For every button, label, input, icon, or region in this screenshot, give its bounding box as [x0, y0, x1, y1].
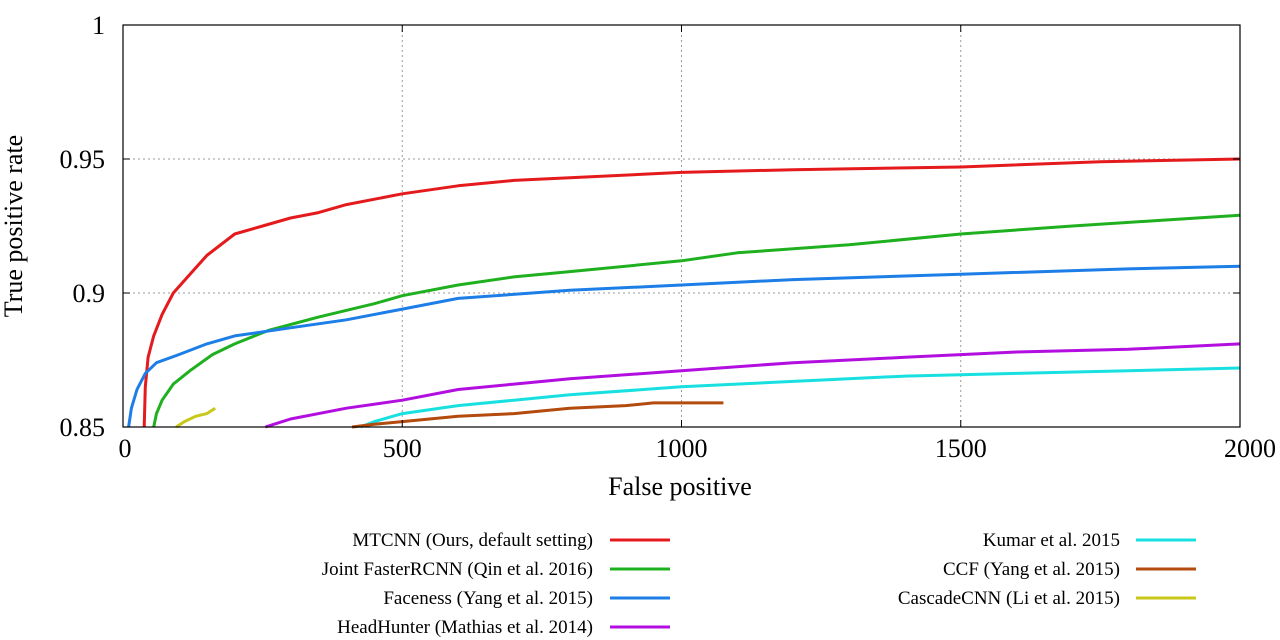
- axis-ticks: 0 500 1000 1500 2000 0.85 0.9 0.95 1: [60, 11, 1277, 463]
- series-line: [152, 213, 1241, 428]
- legend-entry-label: Faceness (Yang et al. 2015): [383, 588, 593, 609]
- legend-entry-label: Kumar et al. 2015: [983, 530, 1120, 551]
- series-line: [359, 366, 1241, 429]
- series-line: [175, 406, 217, 429]
- legend-entry-label: MTCNN (Ours, default setting): [352, 530, 593, 551]
- legend-entry-label: HeadHunter (Mathias et al. 2014): [337, 617, 593, 638]
- y-tick-label: 1: [92, 11, 105, 40]
- grid-lines: [123, 25, 1240, 427]
- y-tick-label: 0.9: [73, 279, 106, 308]
- series-lines: [127, 157, 1241, 429]
- series-line: [264, 342, 1241, 429]
- x-tick-label: 1500: [935, 434, 987, 463]
- legend-entry-label: Joint FasterRCNN (Qin et al. 2016): [322, 559, 593, 580]
- legend-entry-label: CCF (Yang et al. 2015): [943, 559, 1120, 580]
- series-line: [142, 157, 1241, 428]
- x-axis-label: False positive: [608, 472, 752, 501]
- x-tick-label: 0: [119, 434, 132, 463]
- series-line: [351, 401, 724, 429]
- x-tick-label: 2000: [1224, 434, 1276, 463]
- y-tick-label: 0.95: [60, 145, 106, 174]
- y-tick-label: 0.85: [60, 413, 106, 442]
- series-line: [127, 264, 1241, 428]
- x-tick-label: 1000: [656, 434, 708, 463]
- y-axis-label: True positive rate: [0, 135, 28, 317]
- legend-entry-label: CascadeCNN (Li et al. 2015): [898, 588, 1120, 609]
- x-tick-label: 500: [383, 434, 422, 463]
- legend: MTCNN (Ours, default setting) Joint Faste…: [322, 530, 1196, 638]
